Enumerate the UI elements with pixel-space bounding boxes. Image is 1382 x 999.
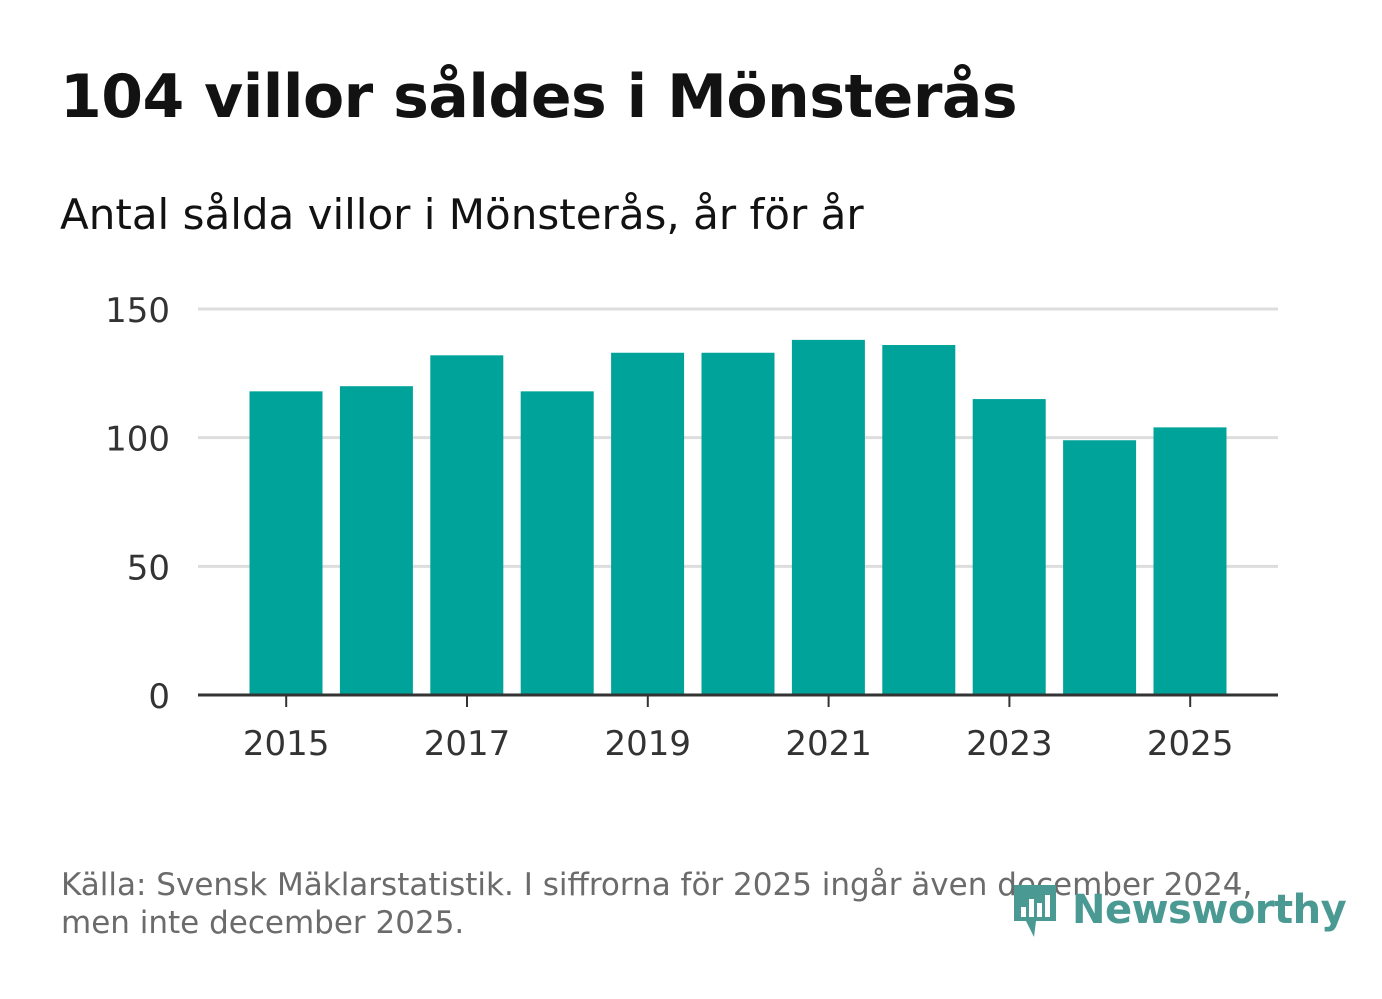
bar-2025 [1153,427,1227,695]
bar-2018 [520,391,594,695]
x-tick-label: 2019 [605,724,692,764]
bar-2022 [882,345,956,695]
bar-2019 [611,352,685,695]
bar-2024 [1063,440,1137,695]
bar-2023 [972,399,1046,695]
bar-2021 [791,339,865,695]
y-tick-label: 0 [148,677,170,717]
x-tick-label: 2021 [785,724,872,764]
bar-2017 [430,355,504,695]
x-tick-label: 2015 [243,724,330,764]
chart-title: 104 villor såldes i Mönsterås [60,62,1018,132]
y-tick-label: 150 [105,291,170,331]
newsworthy-logo-icon [1014,885,1056,937]
bar-2020 [701,352,775,695]
y-tick-label: 100 [105,420,170,460]
bar-2015 [249,391,323,695]
y-tick-label: 50 [127,548,170,588]
bar-2016 [339,386,413,695]
newsworthy-logo: Newsworthy [1010,879,1347,941]
newsworthy-logo-text: Newsworthy [1072,887,1347,933]
x-tick-label: 2017 [424,724,511,764]
x-tick-label: 2023 [966,724,1053,764]
x-tick-label: 2025 [1147,724,1234,764]
chart-subtitle: Antal sålda villor i Mönsterås, år för å… [60,190,864,239]
